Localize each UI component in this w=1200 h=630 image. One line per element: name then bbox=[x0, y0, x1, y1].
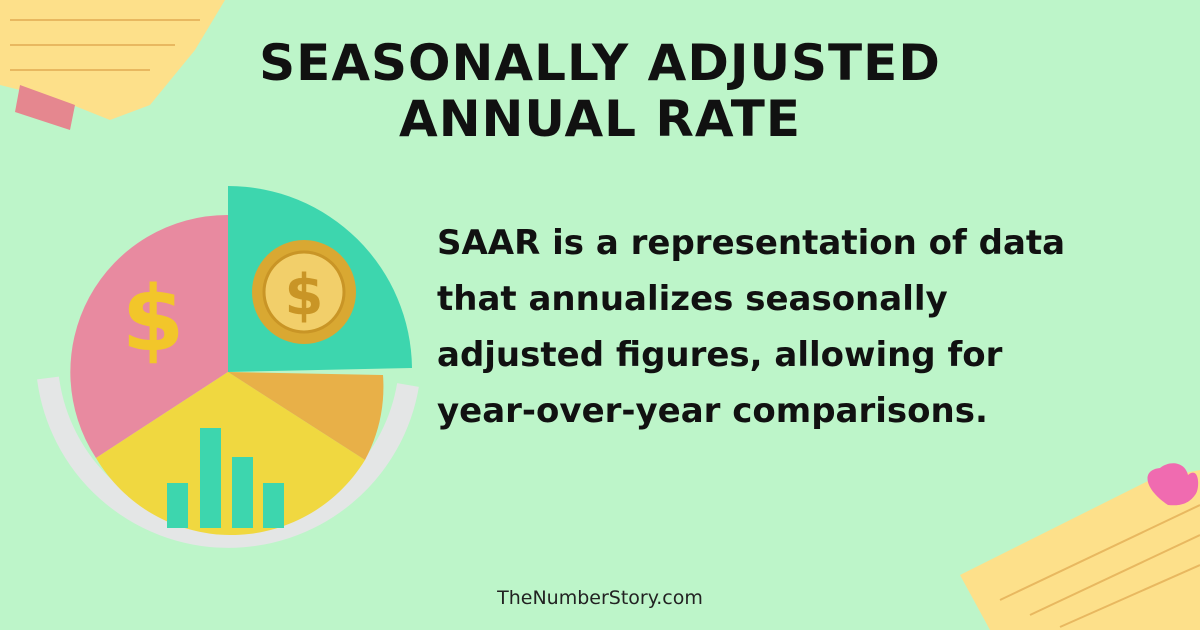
svg-text:$: $ bbox=[285, 263, 324, 328]
svg-text:$: $ bbox=[122, 267, 185, 372]
body-line: SAAR is a representation of data bbox=[437, 223, 1065, 263]
note-paper-top bbox=[0, 0, 225, 130]
site-link: TheNumberStory.com bbox=[496, 587, 703, 609]
body-line: adjusted figures, allowing for bbox=[437, 335, 1003, 375]
pie-illustration: $ $ bbox=[37, 186, 419, 548]
heart bbox=[1147, 463, 1199, 506]
title-line: ANNUAL RATE bbox=[399, 90, 801, 148]
title-line: SEASONALLY ADJUSTED bbox=[259, 34, 941, 92]
body-line: year-over-year comparisons. bbox=[437, 391, 988, 431]
note-paper-bottom bbox=[960, 463, 1200, 630]
body-line: that annualizes seasonally bbox=[437, 279, 948, 319]
